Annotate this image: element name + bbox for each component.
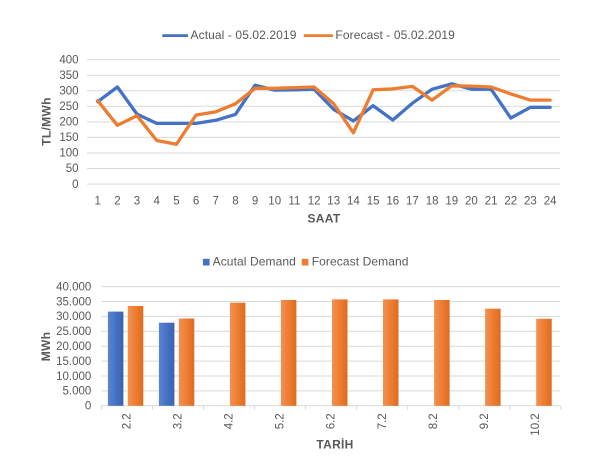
svg-text:TARİH: TARİH (316, 437, 353, 452)
svg-text:8: 8 (232, 195, 238, 207)
svg-text:5: 5 (173, 195, 179, 207)
svg-text:17: 17 (406, 195, 419, 207)
svg-text:4: 4 (153, 195, 160, 207)
svg-text:18: 18 (426, 195, 439, 207)
svg-text:19: 19 (445, 195, 458, 207)
svg-text:21: 21 (485, 195, 498, 207)
svg-text:7: 7 (212, 195, 218, 207)
svg-text:13: 13 (327, 195, 340, 207)
svg-text:10.2: 10.2 (530, 413, 542, 435)
svg-text:9: 9 (252, 195, 258, 207)
svg-text:2.2: 2.2 (122, 413, 134, 429)
svg-text:Actual - 05.02.2019: Actual - 05.02.2019 (191, 28, 297, 42)
svg-text:TL/MWh: TL/MWh (40, 97, 54, 145)
svg-text:350: 350 (59, 70, 78, 82)
svg-text:2: 2 (114, 195, 120, 207)
svg-text:20: 20 (465, 195, 478, 207)
svg-text:400: 400 (59, 54, 78, 66)
svg-text:9.2: 9.2 (479, 413, 491, 429)
svg-text:5.000: 5.000 (63, 386, 92, 398)
svg-text:200: 200 (59, 117, 78, 129)
svg-text:24: 24 (544, 195, 557, 207)
svg-text:40.000: 40.000 (56, 281, 91, 293)
svg-text:0: 0 (72, 179, 78, 191)
svg-text:30.000: 30.000 (56, 311, 91, 323)
svg-text:Forecast Demand: Forecast Demand (312, 255, 409, 269)
svg-text:150: 150 (59, 132, 78, 144)
svg-text:16: 16 (386, 195, 399, 207)
svg-text:8.2: 8.2 (428, 413, 440, 429)
svg-text:250: 250 (59, 101, 78, 113)
svg-text:6: 6 (193, 195, 199, 207)
svg-text:23: 23 (524, 195, 537, 207)
svg-text:3: 3 (134, 195, 140, 207)
svg-text:1: 1 (94, 195, 100, 207)
svg-text:35.000: 35.000 (56, 296, 91, 308)
svg-text:0: 0 (85, 401, 91, 413)
svg-text:15: 15 (367, 195, 380, 207)
svg-text:50: 50 (66, 163, 79, 175)
svg-text:12: 12 (308, 195, 321, 207)
svg-text:10.000: 10.000 (56, 371, 91, 383)
svg-text:MWh: MWh (39, 332, 53, 362)
svg-text:10: 10 (268, 195, 281, 207)
svg-text:20.000: 20.000 (56, 341, 91, 353)
svg-text:3.2: 3.2 (173, 413, 185, 429)
svg-text:4.2: 4.2 (224, 413, 236, 429)
svg-text:300: 300 (59, 86, 78, 98)
svg-text:Acutal Demand: Acutal Demand (213, 255, 296, 269)
svg-text:25.000: 25.000 (56, 326, 91, 338)
svg-text:15.000: 15.000 (56, 356, 91, 368)
svg-text:22: 22 (504, 195, 517, 207)
svg-text:14: 14 (347, 195, 360, 207)
svg-text:11: 11 (288, 195, 300, 207)
svg-text:6.2: 6.2 (326, 413, 338, 429)
svg-text:7.2: 7.2 (377, 413, 389, 429)
svg-text:5.2: 5.2 (275, 413, 287, 429)
svg-text:Forecast - 05.02.2019: Forecast - 05.02.2019 (335, 28, 455, 42)
svg-text:100: 100 (59, 148, 78, 160)
svg-text:SAAT: SAAT (308, 212, 341, 226)
